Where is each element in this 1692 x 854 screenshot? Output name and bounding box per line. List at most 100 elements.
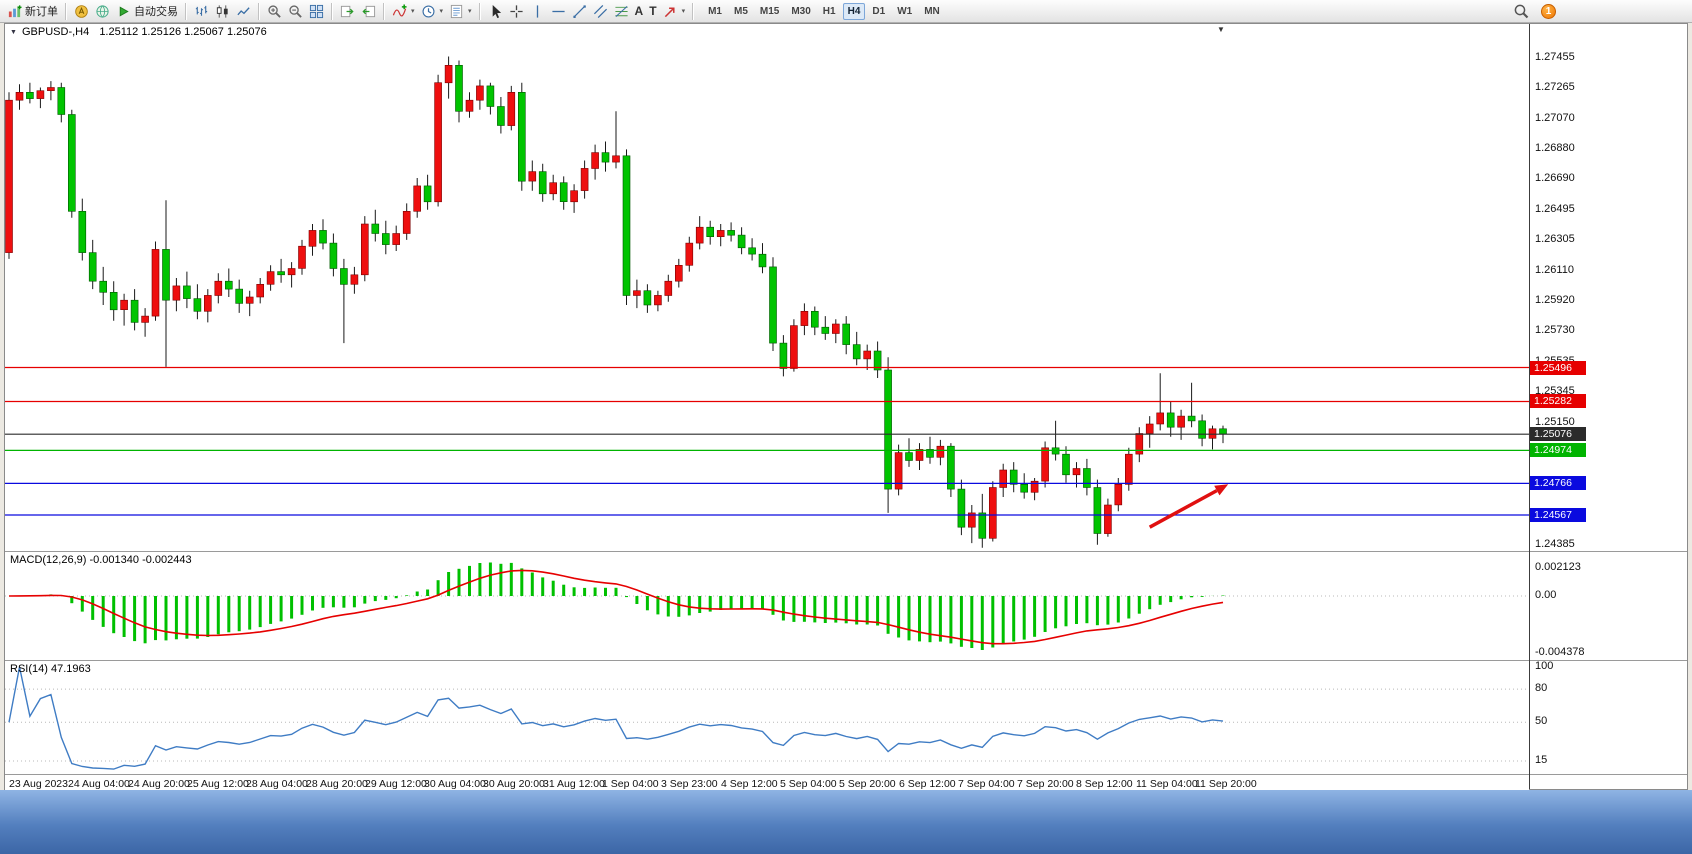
templates-button[interactable]: ▾ xyxy=(446,1,475,21)
candlestick-chart[interactable] xyxy=(5,24,1529,551)
candlestick-mode-button[interactable] xyxy=(212,1,233,21)
tile-windows-button[interactable] xyxy=(306,1,327,21)
timeframe-m5-button[interactable]: M5 xyxy=(733,5,748,17)
indicators-button[interactable]: ▾ xyxy=(389,1,418,21)
price-axis[interactable]: 1.27455 1.27265 1.27070 1.26880 1.26690 1.264… xyxy=(1529,24,1687,789)
rsi-panel[interactable]: RSI(14) 47.1963 xyxy=(5,660,1529,774)
timeframe-m15-button[interactable]: M15 xyxy=(759,5,780,17)
fibonacci-tool-button[interactable] xyxy=(611,1,632,21)
macd-indicator-label: MACD(12,26,9) -0.001340 -0.002443 xyxy=(10,554,192,566)
trendline-icon xyxy=(572,4,586,18)
label-tool-icon: T xyxy=(649,3,657,18)
window-menu-icon[interactable]: ▼ xyxy=(10,29,17,36)
zoom-out-button[interactable] xyxy=(285,1,306,21)
chevron-down-icon: ▾ xyxy=(411,8,415,15)
timeframe-w1-button[interactable]: W1 xyxy=(897,5,913,17)
price-tick-label: 1.26110 xyxy=(1535,264,1574,277)
notification-badge[interactable]: 1 xyxy=(1541,3,1556,19)
toolbar-separator xyxy=(692,2,695,20)
macd-chart[interactable] xyxy=(5,552,1529,660)
rsi-tick-label: 50 xyxy=(1535,715,1548,728)
panel-separator xyxy=(1530,660,1687,661)
time-axis-label: 5 Sep 04:00 xyxy=(780,778,837,790)
new-order-icon xyxy=(8,4,22,17)
toolbar-separator xyxy=(331,2,333,20)
line-chart-mode-button[interactable] xyxy=(233,1,254,21)
time-axis-label: 7 Sep 04:00 xyxy=(958,778,1015,790)
price-tick-label: 1.26880 xyxy=(1535,141,1575,154)
timeframe-h1-button[interactable]: H1 xyxy=(822,5,836,17)
text-tool-button[interactable]: A xyxy=(632,1,647,21)
price-level-label: 1.24567 xyxy=(1530,507,1586,522)
horizontal-line-tool-button[interactable] xyxy=(548,1,569,21)
time-axis-label: 3 Sep 23:00 xyxy=(661,778,718,790)
chevron-down-icon: ▾ xyxy=(468,8,472,15)
last-bar-marker[interactable]: ▼ xyxy=(1217,25,1225,34)
chart-shift-icon xyxy=(362,5,376,17)
timeframe-d1-button[interactable]: D1 xyxy=(872,5,886,17)
rsi-tick-label: 15 xyxy=(1535,754,1548,766)
toolbar-separator xyxy=(383,2,385,20)
zoom-out-icon xyxy=(289,4,302,18)
time-axis-label: 24 Aug 04:00 xyxy=(68,778,130,790)
search-icon xyxy=(1514,4,1529,19)
rsi-indicator-label: RSI(14) 47.1963 xyxy=(10,663,91,675)
new-order-button[interactable]: 新订单 xyxy=(4,1,61,21)
time-axis[interactable]: 23 Aug 2023 24 Aug 04:00 24 Aug 20:00 25 Au… xyxy=(5,774,1529,791)
rsi-chart[interactable] xyxy=(5,661,1529,774)
chevron-down-icon: ▾ xyxy=(681,8,686,15)
auto-scroll-button[interactable] xyxy=(337,1,358,21)
equidistant-channel-icon xyxy=(593,4,607,18)
zoom-in-button[interactable] xyxy=(264,1,285,21)
timeframe-h4-button[interactable]: H4 xyxy=(842,2,866,20)
vertical-line-icon xyxy=(536,4,538,18)
autotrading-button[interactable]: 自动交易 xyxy=(113,1,181,21)
market-watch-button[interactable] xyxy=(92,1,113,21)
toolbar-separator xyxy=(258,2,260,20)
toolbar-right-group: 1 xyxy=(1510,1,1556,21)
time-axis-label: 8 Sep 12:00 xyxy=(1076,778,1133,790)
metaeditor-icon xyxy=(75,4,88,18)
price-level-label: 1.25496 xyxy=(1530,360,1586,375)
macd-panel[interactable]: MACD(12,26,9) -0.001340 -0.002443 xyxy=(5,551,1529,660)
label-tool-button[interactable]: T xyxy=(646,1,659,21)
cursor-tool-button[interactable] xyxy=(485,1,506,21)
clock-icon xyxy=(422,4,435,18)
bar-chart-mode-button[interactable] xyxy=(191,1,212,21)
time-axis-label: 7 Sep 20:00 xyxy=(1017,778,1074,790)
chart-symbol-label: GBPUSD-,H4 xyxy=(22,26,90,38)
template-icon xyxy=(450,4,463,18)
main-chart-panel[interactable]: ▼ GBPUSD-,H4 1.25112 1.25126 1.25067 1.2… xyxy=(5,24,1529,551)
timeframe-m1-button[interactable]: M1 xyxy=(708,5,722,17)
price-level-label: 1.25076 xyxy=(1530,427,1586,442)
channel-tool-button[interactable] xyxy=(590,1,611,21)
tile-windows-icon xyxy=(309,4,324,18)
crosshair-tool-button[interactable] xyxy=(506,1,527,21)
time-axis-label: 29 Aug 12:00 xyxy=(365,778,427,790)
chart-shift-button[interactable] xyxy=(358,1,379,21)
zoom-in-icon xyxy=(268,4,281,18)
price-tick-label: 1.24385 xyxy=(1535,537,1575,550)
price-tick-label: 1.27265 xyxy=(1535,80,1575,93)
arrows-tool-button[interactable]: ▾ xyxy=(660,1,689,21)
toolbar-separator xyxy=(478,2,481,20)
line-chart-icon xyxy=(237,6,250,15)
vertical-line-tool-button[interactable] xyxy=(527,1,548,21)
autotrading-label: 自动交易 xyxy=(134,6,178,18)
panel-separator xyxy=(1530,774,1687,775)
toolbar: 新订单 自动交易 xyxy=(0,0,1692,23)
timeframe-m30-button[interactable]: M30 xyxy=(791,5,811,17)
price-tick-label: 1.25920 xyxy=(1535,294,1575,307)
timeframe-group: M1 M5 M15 M30 H1 H4 D1 W1 MN xyxy=(702,2,946,20)
price-level-label: 1.25282 xyxy=(1530,394,1586,409)
time-axis-label: 11 Sep 04:00 xyxy=(1136,778,1198,790)
metaeditor-button[interactable] xyxy=(71,1,92,21)
bar-chart-icon xyxy=(195,5,208,16)
timeframe-mn-button[interactable]: MN xyxy=(924,5,940,17)
macd-tick-label: 0.002123 xyxy=(1535,561,1581,574)
search-button[interactable] xyxy=(1510,1,1532,21)
periods-button[interactable]: ▾ xyxy=(418,1,447,21)
crosshair-icon xyxy=(509,4,523,18)
trendline-tool-button[interactable] xyxy=(569,1,590,21)
